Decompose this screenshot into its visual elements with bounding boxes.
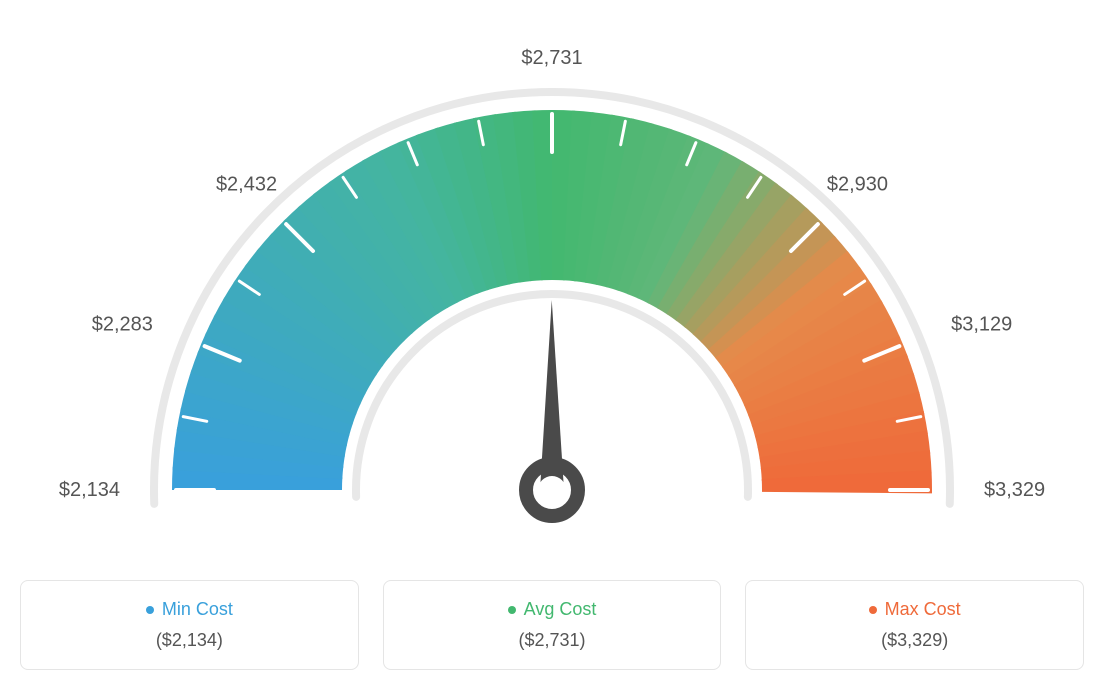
svg-text:$2,930: $2,930	[827, 174, 888, 196]
avg-dot-icon	[508, 606, 516, 614]
svg-text:$2,283: $2,283	[92, 314, 153, 336]
min-cost-card: Min Cost ($2,134)	[20, 580, 359, 670]
max-cost-label: Max Cost	[869, 599, 961, 620]
max-cost-value: ($3,329)	[770, 630, 1059, 651]
summary-cards-row: Min Cost ($2,134) Avg Cost ($2,731) Max …	[20, 580, 1084, 670]
min-cost-value: ($2,134)	[45, 630, 334, 651]
avg-cost-label: Avg Cost	[508, 599, 597, 620]
min-cost-label: Min Cost	[146, 599, 233, 620]
svg-text:$2,134: $2,134	[59, 479, 120, 501]
avg-cost-value: ($2,731)	[408, 630, 697, 651]
cost-gauge-chart: $2,134 $2,283 $2,432 $2,731 $2,930 $3,129 $3,3…	[20, 20, 1084, 670]
max-dot-icon	[869, 606, 877, 614]
svg-text:$3,329: $3,329	[984, 479, 1045, 501]
svg-text:$3,129: $3,129	[951, 314, 1012, 336]
min-dot-icon	[146, 606, 154, 614]
min-cost-label-text: Min Cost	[162, 599, 233, 620]
gauge-svg: $2,134 $2,283 $2,432 $2,731 $2,930 $3,129 $3,3…	[20, 20, 1084, 560]
max-cost-card: Max Cost ($3,329)	[745, 580, 1084, 670]
svg-text:$2,731: $2,731	[521, 47, 582, 69]
avg-cost-card: Avg Cost ($2,731)	[383, 580, 722, 670]
avg-cost-label-text: Avg Cost	[524, 599, 597, 620]
max-cost-label-text: Max Cost	[885, 599, 961, 620]
svg-text:$2,432: $2,432	[216, 174, 277, 196]
